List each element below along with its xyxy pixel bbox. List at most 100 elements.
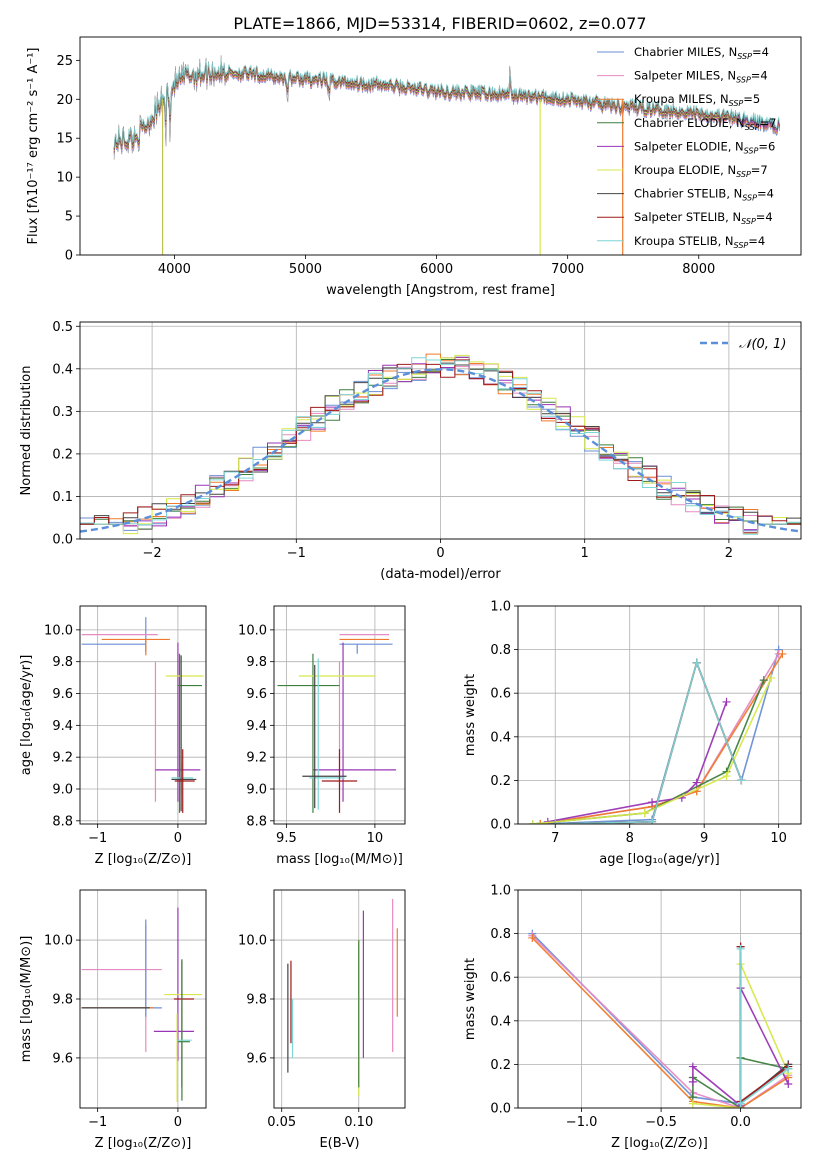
- plot-area-mass-weight-vs-age: [528, 645, 787, 824]
- y-tick-label: 9.2: [246, 751, 267, 766]
- axes-spectrum: 4000 5000 6000 7000 8000 0 5 10 15 20 25 wavelength…: [26, 36, 802, 298]
- y-tick-label: 10.0: [44, 623, 73, 638]
- mass-weight-point: [692, 778, 701, 787]
- plot-area-residuals: [80, 353, 801, 535]
- legend-entry: Salpeter MILES, NSSP=4: [634, 69, 768, 85]
- y-axis-label: age [log₁₀(age/yr)]: [19, 655, 34, 776]
- y-tick-label: 0.6: [490, 971, 511, 986]
- model-spectrum-line: [113, 59, 780, 149]
- y-tick-label: 1.0: [490, 884, 511, 899]
- plot-area-mass-weight-vs-Z: [528, 929, 793, 1108]
- mass-weight-line: [555, 660, 743, 824]
- axes-frame: [79, 36, 802, 256]
- y-tick-label: 0.6: [490, 687, 511, 702]
- axes-mass-weight-vs-age: 7 8 9 10 0.0 0.2 0.4 0.6 0.8 1.0 age [log₁₀(age/yr…: [463, 600, 802, 867]
- x-axis-label: Z [log₁₀(Z/Z⊙)]: [95, 852, 192, 867]
- mass-weight-line: [531, 937, 789, 1108]
- x-tick-label: 4000: [158, 262, 191, 277]
- mass-weight-line: [739, 946, 789, 1104]
- mass-weight-line: [531, 935, 789, 1108]
- mass-weight-line: [555, 660, 743, 824]
- x-tick-label: 2: [725, 546, 733, 561]
- x-tick-label: 10: [770, 831, 787, 846]
- mass-weight-point: [737, 776, 746, 785]
- figure-title: PLATE=1866, MJD=53314, FIBERID=0602, z=0…: [233, 14, 646, 33]
- y-tick-label: 1.0: [490, 600, 511, 615]
- x-tick-label: 8: [626, 831, 634, 846]
- y-tick-label: 9.4: [246, 719, 267, 734]
- y-tick-label: 0.2: [52, 447, 73, 462]
- y-tick-label: 0.4: [490, 730, 511, 745]
- y-tick-label: 10.0: [238, 934, 267, 949]
- y-tick-label: 0.3: [52, 405, 73, 420]
- plot-area-mass-vs-Z: [81, 907, 202, 1103]
- x-tick-label: 1: [581, 546, 589, 561]
- plot-area-age-vs-Z: [81, 617, 204, 813]
- y-tick-label: 0.0: [490, 1102, 511, 1117]
- x-tick-label: −0.5: [645, 1115, 677, 1130]
- x-tick-label: 8000: [682, 262, 715, 277]
- x-axis-label: mass [log₁₀(M/M⊙)]: [276, 852, 403, 867]
- x-axis-label: Z [log₁₀(Z/Z⊙)]: [611, 1136, 708, 1151]
- normal-reference-curve: [80, 368, 801, 533]
- y-tick-label: 10.0: [44, 934, 73, 949]
- y-tick-label: 0.5: [52, 320, 73, 335]
- residual-histogram: [80, 357, 801, 535]
- y-tick-label: 9.6: [246, 1051, 267, 1066]
- y-axis-label: Normed distribution: [19, 366, 34, 496]
- axes-frame: [273, 889, 406, 1109]
- y-tick-label: 10.0: [238, 623, 267, 638]
- y-tick-label: 9.4: [52, 719, 73, 734]
- x-tick-label: 10: [367, 831, 384, 846]
- mass-weight-line: [532, 677, 772, 824]
- x-axis-label: (data-model)/error: [380, 567, 501, 582]
- mass-weight-point: [688, 1062, 697, 1071]
- axes-mass-vs-Z: −1 0 9.6 9.8 10.0 Z [log₁₀(Z/Z⊙)] mass [log₁₀(…: [19, 889, 207, 1151]
- legend-entry: Kroupa STELIB, NSSP=4: [634, 234, 765, 250]
- y-tick-label: 9.0: [246, 782, 267, 797]
- axes-age-vs-Z: −1 0 8.8 9.0 9.2 9.4 9.6 9.8 10.0 Z [log₁₀(Z/Z⊙)]…: [19, 605, 207, 867]
- mass-weight-point: [778, 649, 787, 658]
- axes-frame: [273, 605, 406, 825]
- y-tick-label: 0: [65, 249, 73, 264]
- plot-area-mass-vs-ebv: [287, 898, 398, 1097]
- y-tick-label: 0.0: [52, 533, 73, 548]
- y-tick-label: 5: [65, 210, 73, 225]
- axes-residuals: −2 −1 0 1 2 0.0 0.1 0.2 0.3 0.4 0.5 (data-model)/er…: [19, 320, 802, 582]
- legend-entry: Salpeter STELIB, NSSP=4: [634, 210, 773, 226]
- y-tick-label: 0.1: [52, 490, 73, 505]
- mass-weight-point: [692, 658, 701, 667]
- axes-age-vs-mass: 9.5 10 8.8 9.0 9.2 9.4 9.6 9.8 10.0 mass [log₁₀(M…: [238, 605, 406, 867]
- y-tick-label: 9.6: [52, 687, 73, 702]
- mass-weight-point: [528, 933, 537, 942]
- y-tick-label: 0.0: [490, 818, 511, 833]
- x-tick-label: −2: [143, 546, 162, 561]
- x-tick-label: −1: [88, 831, 107, 846]
- y-tick-label: 9.8: [52, 655, 73, 670]
- mass-weight-point: [551, 820, 560, 824]
- x-tick-label: 0: [436, 546, 444, 561]
- y-tick-label: 8.8: [52, 814, 73, 829]
- x-axis-label: age [log₁₀(age/yr)]: [599, 852, 720, 867]
- axes-frame: [79, 889, 207, 1109]
- y-tick-label: 25: [56, 54, 73, 69]
- mass-weight-point: [759, 676, 768, 685]
- plot-area-age-vs-mass: [277, 634, 397, 813]
- mass-weight-point: [784, 1080, 793, 1089]
- x-tick-label: 7: [551, 831, 559, 846]
- y-axis-label: mass weight: [463, 958, 478, 1040]
- y-axis-label: mass [log₁₀(M/M⊙)]: [19, 936, 34, 1063]
- mass-weight-point: [736, 1099, 745, 1108]
- mass-weight-point: [536, 820, 545, 824]
- x-tick-label: 0.05: [267, 1115, 296, 1130]
- x-tick-label: 7000: [551, 262, 584, 277]
- plot-area-spectrum: [113, 55, 780, 255]
- legend-entry: Chabrier MILES, NSSP=4: [634, 45, 769, 61]
- legend-entry: Salpeter ELODIE, NSSP=6: [634, 139, 775, 155]
- y-tick-label: 0.2: [490, 774, 511, 789]
- mass-weight-line: [555, 660, 743, 824]
- legend-entry: 𝒩(0, 1): [739, 337, 786, 352]
- x-tick-label: 5000: [289, 262, 322, 277]
- y-tick-label: 9.8: [246, 655, 267, 670]
